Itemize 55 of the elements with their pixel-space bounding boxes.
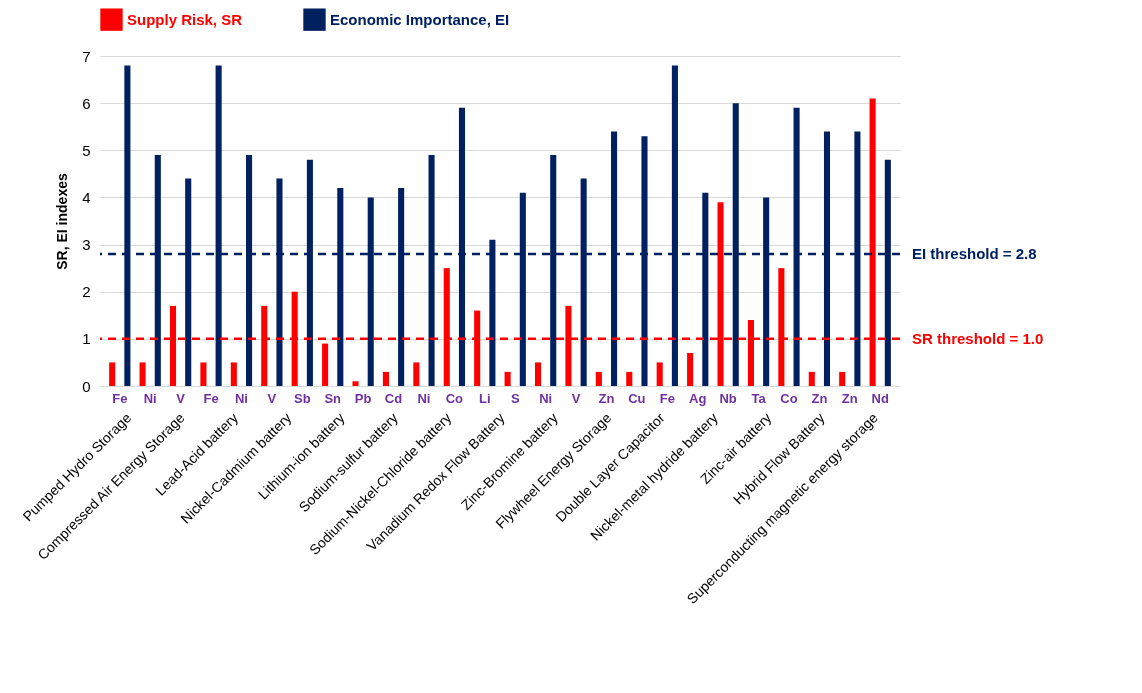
y-tick-label: 1: [82, 330, 91, 348]
bar: [200, 362, 207, 386]
bar: [595, 371, 602, 386]
x-tick-label: Co: [780, 390, 798, 406]
x-tick-label: Ni: [143, 390, 157, 406]
x-tick-label: Nd: [871, 390, 889, 406]
x-tick-label: Ni: [234, 390, 248, 406]
bar: [839, 371, 846, 386]
x-tick-label: Zn: [841, 390, 858, 406]
bar: [322, 343, 329, 386]
ref-line-label: SR threshold = 1.0: [912, 329, 1044, 347]
y-tick-label: 6: [82, 94, 91, 112]
bar: [413, 362, 420, 386]
bar: [352, 381, 359, 386]
y-tick-label: 3: [82, 236, 91, 254]
bar: [109, 362, 116, 386]
ref-line-label: EI threshold = 2.8: [912, 245, 1037, 262]
bar: [139, 362, 146, 386]
x-tick-label: Cd: [384, 390, 403, 406]
bar: [656, 362, 663, 386]
x-tick-label: Ni: [539, 390, 553, 406]
y-tick-label: 0: [82, 377, 91, 395]
bar: [687, 353, 694, 386]
bar: [504, 371, 511, 386]
x-tick-label: Zn: [811, 390, 828, 406]
x-tick-label: Fe: [203, 390, 219, 406]
x-tick-label: Ni: [417, 390, 431, 406]
x-tick-label: V: [571, 390, 581, 406]
legend-label: Supply Risk, SR: [127, 10, 243, 28]
x-tick-label: V: [176, 390, 186, 406]
x-tick-label: Cu: [628, 390, 646, 406]
x-tick-label: Ta: [751, 390, 767, 406]
x-tick-label: V: [267, 390, 277, 406]
legend-label: Economic Importance, EI: [330, 10, 510, 28]
y-tick-label: 4: [82, 188, 91, 206]
x-tick-label: Nb: [719, 390, 737, 406]
x-tick-label: S: [510, 390, 520, 406]
x-tick-label: Li: [479, 390, 491, 406]
bar: [626, 371, 633, 386]
y-axis-title: SR, EI indexes: [54, 173, 71, 270]
x-tick-label: Ag: [689, 390, 707, 406]
x-tick-label: Fe: [112, 390, 128, 406]
bar: [808, 371, 815, 386]
y-tick-label: 5: [82, 141, 91, 159]
x-tick-label: Pb: [354, 390, 372, 406]
bar: [382, 371, 389, 386]
x-tick-label: Zn: [598, 390, 615, 406]
bar: [534, 362, 542, 386]
y-tick-label: 7: [82, 47, 91, 65]
x-tick-label: Fe: [659, 390, 675, 406]
x-tick-label: Sn: [324, 390, 342, 406]
y-tick-label: 2: [82, 283, 91, 301]
x-tick-label: Sb: [293, 390, 311, 406]
bar: [230, 362, 237, 386]
x-tick-label: Co: [445, 390, 464, 406]
